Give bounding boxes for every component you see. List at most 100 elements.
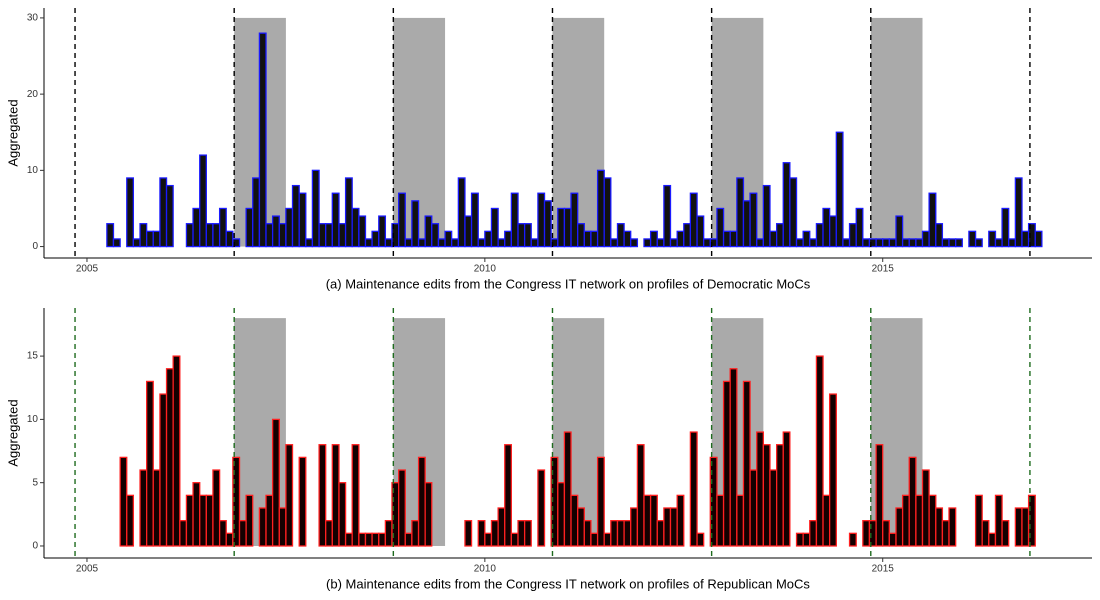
bar: [378, 215, 387, 248]
bar: [245, 207, 254, 248]
bar: [119, 456, 128, 547]
x-tick-label: 2010: [474, 564, 497, 575]
bar: [1001, 207, 1010, 248]
bar: [265, 494, 274, 547]
bar: [689, 192, 698, 248]
bar: [517, 520, 526, 547]
bar: [782, 431, 791, 547]
bar: [484, 532, 493, 547]
bar: [1034, 230, 1043, 248]
bar: [795, 238, 804, 248]
bar: [218, 520, 227, 547]
bar: [915, 238, 924, 248]
bar: [1014, 177, 1023, 248]
bar: [364, 238, 373, 248]
bar: [371, 230, 380, 248]
bar: [504, 444, 512, 547]
bar: [278, 507, 287, 547]
bar: [901, 238, 910, 248]
bar: [185, 223, 194, 248]
bar: [756, 431, 765, 547]
bar: [331, 444, 340, 547]
bar: [822, 207, 831, 248]
bar: [192, 482, 201, 547]
bar: [285, 207, 294, 248]
bar: [384, 520, 393, 547]
bar: [404, 532, 413, 547]
bar: [935, 223, 944, 248]
bar: [364, 532, 373, 547]
bar: [716, 494, 725, 547]
bar: [908, 238, 917, 248]
bar: [676, 230, 685, 248]
bar: [318, 223, 327, 248]
bar: [305, 238, 314, 248]
bar: [994, 494, 1003, 547]
bar: [643, 494, 652, 547]
bar: [974, 238, 983, 248]
bar: [477, 238, 486, 248]
bar: [179, 520, 188, 547]
bar: [729, 368, 738, 547]
bar: [351, 207, 360, 248]
bar: [703, 238, 711, 248]
bar: [875, 444, 884, 547]
bar: [835, 131, 844, 248]
bar: [417, 456, 426, 547]
bar: [212, 223, 221, 248]
bar: [789, 177, 798, 248]
bar: [523, 223, 532, 248]
y-tick-label: 5: [32, 477, 38, 488]
bar: [815, 355, 824, 547]
bar: [1021, 507, 1030, 547]
bar: [775, 223, 784, 248]
bar: [848, 532, 857, 547]
bar: [616, 520, 625, 547]
bar: [199, 154, 207, 248]
bar: [795, 532, 804, 547]
bar: [159, 177, 168, 248]
bar: [729, 230, 738, 248]
bar: [245, 494, 254, 547]
bar: [537, 192, 546, 248]
y-tick-label: 10: [27, 165, 39, 176]
bar: [888, 532, 897, 547]
bar: [988, 230, 997, 248]
bar: [895, 215, 904, 248]
bar: [232, 238, 241, 248]
bar: [139, 469, 148, 547]
bar: [948, 507, 957, 547]
bar: [663, 507, 672, 547]
bar: [742, 380, 751, 547]
bar: [398, 469, 406, 547]
bar: [623, 520, 632, 547]
bar: [941, 520, 950, 547]
bar: [358, 532, 367, 547]
bar: [344, 532, 353, 547]
bar: [742, 200, 751, 248]
bar: [557, 207, 566, 248]
bar: [630, 507, 639, 547]
bar: [570, 192, 579, 248]
bar: [139, 223, 148, 248]
bar: [490, 520, 499, 547]
bar: [159, 393, 168, 547]
bar: [822, 494, 831, 547]
bar: [232, 456, 241, 547]
bar: [968, 230, 977, 248]
bar: [411, 200, 420, 248]
bar: [895, 507, 904, 547]
bar: [205, 223, 214, 248]
bar: [1027, 494, 1036, 547]
bar: [457, 177, 466, 248]
bar: [941, 238, 950, 248]
bar: [590, 532, 599, 547]
bar: [384, 238, 393, 248]
bar: [809, 520, 818, 547]
bar: [603, 177, 612, 248]
bar: [630, 238, 639, 248]
bar: [775, 444, 784, 547]
bar: [583, 520, 592, 547]
bar: [762, 184, 771, 248]
